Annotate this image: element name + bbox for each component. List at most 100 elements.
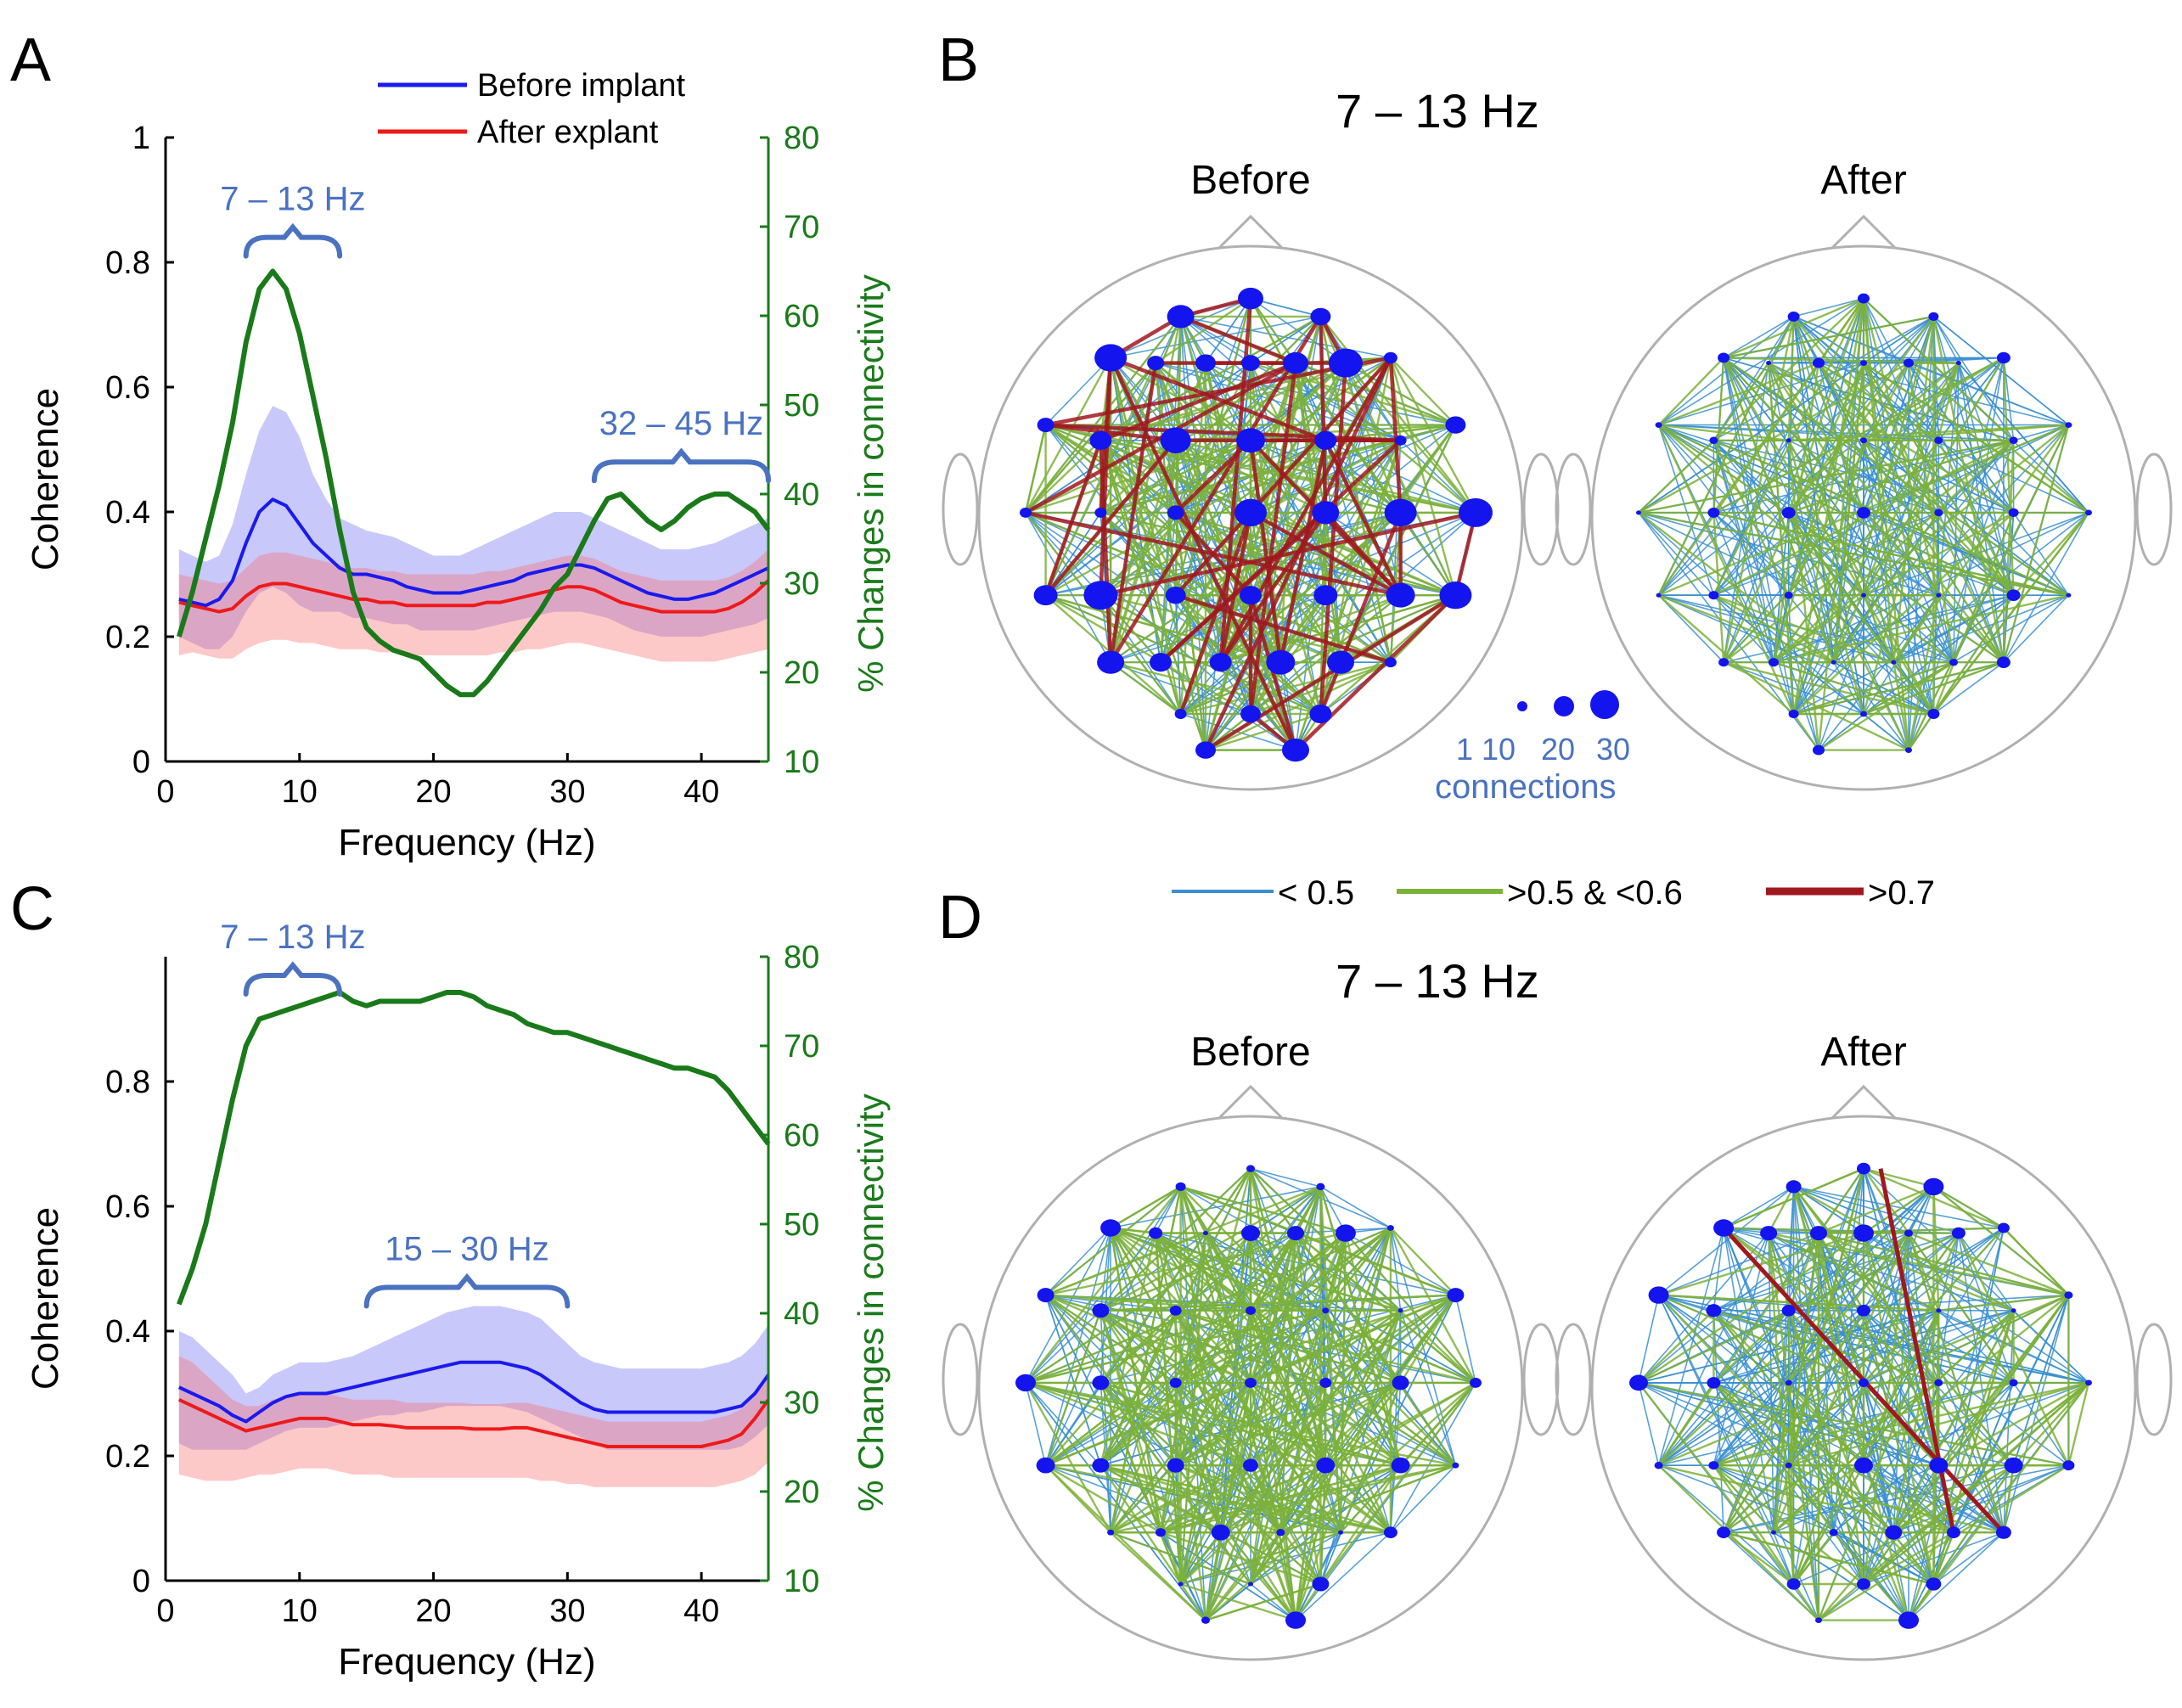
electrode-node [1020, 507, 1032, 518]
edge-mid [1862, 362, 1960, 715]
edge-mid [1932, 1185, 2070, 1296]
edge-mid [1175, 594, 1341, 664]
electrode-node [2085, 509, 2092, 516]
edge-strong [1108, 362, 1158, 663]
edge-weak [2003, 1295, 2070, 1533]
chart-a-line-change [176, 268, 771, 698]
edge-weak [1175, 316, 1322, 514]
edge-mid [1768, 362, 1865, 514]
edge-mid [1638, 511, 2069, 597]
edge-mid [1657, 424, 2005, 664]
electrode-node [1655, 422, 1662, 428]
edge-mid [1295, 1232, 1402, 1384]
edge-mid [1024, 424, 1047, 514]
chart-c-band-label: 15 – 30 Hz [385, 1231, 548, 1268]
edge-mid [1712, 512, 1725, 663]
edge-mid [1788, 439, 2014, 514]
edge-weak [1110, 357, 1161, 663]
electrode-node [1383, 1526, 1397, 1538]
edge-mid [1109, 1228, 1222, 1533]
edge-weak [1657, 440, 1790, 596]
edge-mid [1712, 1381, 1895, 1534]
edge-weak [1712, 1310, 2005, 1533]
edge-mid [1892, 1464, 2015, 1534]
edge-weak [1390, 1382, 1476, 1533]
electrode-node [2004, 1457, 2023, 1474]
edge-weak [1638, 1232, 1819, 1384]
edge-weak [1768, 362, 2089, 514]
edge-weak [1908, 357, 2005, 750]
edge-mid [2012, 512, 2089, 597]
edge-weak [1818, 594, 1939, 751]
edge-weak [1787, 1382, 1909, 1621]
electrode-node [1955, 361, 1961, 366]
chart-c-y2-tick-label: 30 [784, 1385, 819, 1421]
edge-weak [1657, 1295, 1774, 1533]
edge-weak [1155, 362, 1251, 715]
electrode-node [1169, 1305, 1182, 1316]
edge-mid [1099, 316, 1182, 514]
edge-weak [1787, 1186, 1795, 1311]
edge-mid [1817, 1232, 1865, 1312]
edge-mid [1250, 1227, 1392, 1384]
edge-mid [1155, 297, 1251, 364]
electrode-node [1707, 1377, 1721, 1389]
electrode-node [1245, 1377, 1257, 1388]
edge-mid [1713, 511, 2069, 597]
edge-mid [1160, 1464, 1251, 1534]
edge-mid [1099, 512, 1322, 715]
edge-weak [1658, 594, 1934, 715]
edge-mid [1110, 1531, 1206, 1621]
edge-mid [1044, 424, 1177, 514]
edge-legend: < 0.5 >0.5 & <0.6 >0.7 [1172, 874, 1935, 912]
edge-mid [1025, 512, 1182, 715]
node-size-label-10: 10 [1482, 732, 1516, 767]
electrode-node [1195, 741, 1216, 759]
edge-mid [1932, 1186, 1940, 1311]
edge-weak [1863, 298, 1940, 441]
edge-strong [1388, 357, 1403, 514]
electrode-node [1083, 581, 1118, 610]
edge-weak [1932, 316, 2015, 441]
chart-a-y2-tick-label: 70 [784, 210, 819, 245]
chart-a-x-tick-label: 10 [282, 774, 318, 810]
edge-weak [1099, 1186, 1182, 1312]
chart-a-y2-tick-label: 30 [784, 566, 819, 602]
electrode-node [2065, 422, 2072, 428]
edge-mid [1792, 1310, 1940, 1585]
edge-weak [1723, 661, 1864, 715]
panel-letter-b: B [938, 26, 979, 94]
edge-mid [1295, 1464, 1402, 1621]
edge-mid [1863, 1227, 2005, 1384]
edge-mid [1818, 1531, 1895, 1621]
electrode-node [1165, 587, 1186, 604]
edge-mid [1024, 1382, 1112, 1533]
electrode-node [1092, 1303, 1110, 1318]
chart-c-x-tick-label: 0 [156, 1593, 174, 1629]
electrode-node [1266, 649, 1296, 675]
electrode-node [1718, 352, 1730, 363]
edge-mid [1892, 1310, 2015, 1533]
electrode-node [1246, 1165, 1255, 1172]
edge-mid [1722, 316, 1795, 663]
panel-letter-d: D [938, 884, 982, 952]
electrode-node [1470, 1377, 1482, 1388]
edge-mid [1788, 1381, 2089, 1467]
edge-mid [1723, 1227, 2015, 1467]
electrode-node [1781, 1305, 1796, 1317]
electrode-node [1316, 1183, 1325, 1191]
electrode-node [1708, 591, 1719, 600]
edge-mid [1099, 1310, 1182, 1585]
edge-mid [1099, 1186, 1322, 1384]
edge-mid [1712, 440, 1790, 596]
electrode-node [1094, 507, 1107, 518]
edge-mid [1638, 1382, 1795, 1585]
electrode-node [1813, 357, 1825, 368]
edge-weak [1390, 1464, 1456, 1533]
electrode-node [1312, 501, 1340, 525]
edge-mid [1250, 1232, 1402, 1312]
edge-mid [1099, 1167, 1251, 1312]
edge-mid [1787, 1464, 1835, 1533]
edge-weak [1638, 1295, 1660, 1384]
edge-weak [1793, 297, 1864, 317]
